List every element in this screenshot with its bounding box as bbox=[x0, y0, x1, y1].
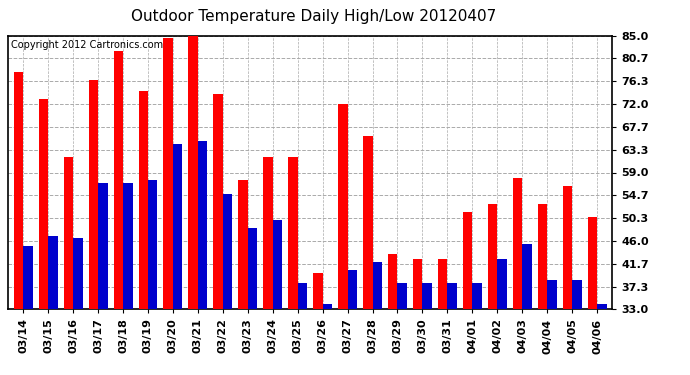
Bar bbox=[323, 304, 332, 309]
Bar bbox=[497, 260, 506, 309]
Bar bbox=[413, 260, 422, 309]
Bar bbox=[48, 236, 58, 309]
Bar bbox=[114, 51, 123, 309]
Bar bbox=[538, 204, 547, 309]
Bar bbox=[438, 260, 447, 309]
Text: Copyright 2012 Cartronics.com: Copyright 2012 Cartronics.com bbox=[11, 40, 164, 50]
Bar bbox=[562, 186, 572, 309]
Bar bbox=[223, 194, 233, 309]
Bar bbox=[363, 136, 373, 309]
Bar bbox=[297, 283, 307, 309]
Bar bbox=[338, 104, 348, 309]
Bar bbox=[273, 220, 282, 309]
Bar bbox=[248, 228, 257, 309]
Bar bbox=[488, 204, 497, 309]
Bar bbox=[39, 99, 48, 309]
Bar bbox=[313, 273, 323, 309]
Bar bbox=[422, 283, 432, 309]
Bar bbox=[572, 280, 582, 309]
Bar bbox=[473, 283, 482, 309]
Bar bbox=[447, 283, 457, 309]
Bar bbox=[98, 183, 108, 309]
Bar bbox=[148, 180, 157, 309]
Bar bbox=[173, 144, 182, 309]
Bar bbox=[14, 72, 23, 309]
Bar bbox=[164, 38, 173, 309]
Bar bbox=[288, 157, 297, 309]
Bar bbox=[373, 262, 382, 309]
Bar bbox=[597, 304, 607, 309]
Bar bbox=[238, 180, 248, 309]
Bar bbox=[588, 217, 597, 309]
Bar bbox=[388, 254, 397, 309]
Bar bbox=[198, 141, 208, 309]
Bar bbox=[139, 91, 148, 309]
Bar bbox=[73, 238, 83, 309]
Bar bbox=[23, 246, 32, 309]
Bar bbox=[188, 36, 198, 309]
Bar bbox=[63, 157, 73, 309]
Bar bbox=[522, 244, 532, 309]
Text: Outdoor Temperature Daily High/Low 20120407: Outdoor Temperature Daily High/Low 20120… bbox=[131, 9, 497, 24]
Bar bbox=[348, 270, 357, 309]
Bar bbox=[397, 283, 407, 309]
Bar bbox=[88, 80, 98, 309]
Bar bbox=[123, 183, 132, 309]
Bar bbox=[264, 157, 273, 309]
Bar bbox=[463, 212, 473, 309]
Bar bbox=[547, 280, 557, 309]
Bar bbox=[513, 178, 522, 309]
Bar bbox=[213, 93, 223, 309]
